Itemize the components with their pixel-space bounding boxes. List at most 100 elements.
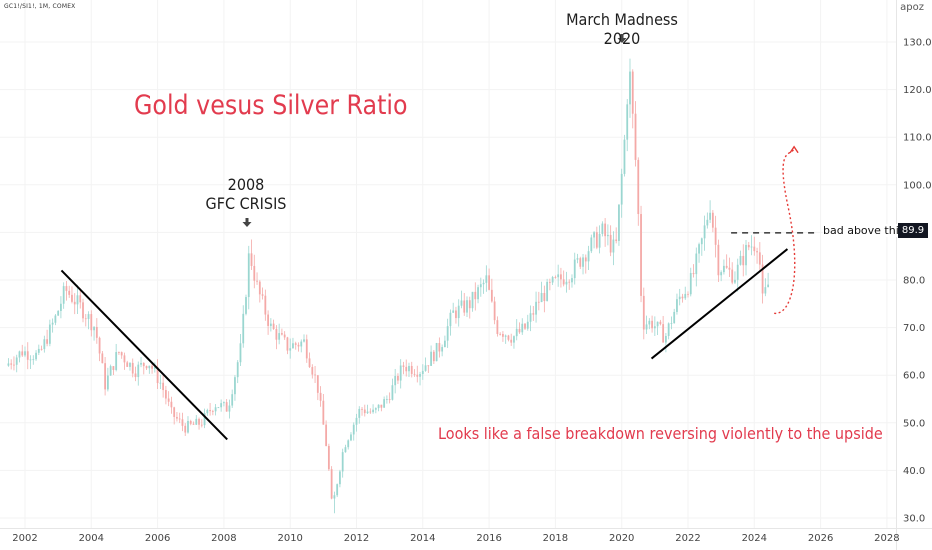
candle-body: [419, 374, 421, 377]
candle-body: [725, 265, 728, 268]
candle-body: [651, 320, 653, 329]
candle-body: [441, 347, 444, 352]
candle-body: [134, 373, 137, 378]
projection-arrow-head: [789, 145, 799, 154]
candle-body: [681, 296, 684, 299]
candle-body: [532, 313, 535, 315]
candle-body: [325, 424, 328, 446]
candle-body: [432, 351, 435, 362]
candle-body: [385, 399, 388, 400]
candle-body: [297, 344, 300, 347]
candle-body: [571, 278, 573, 283]
candle-body: [700, 238, 703, 245]
candle-body: [35, 352, 37, 360]
downtrend-line: [60, 269, 228, 441]
candle-body: [236, 362, 239, 378]
candle-body: [242, 313, 245, 344]
candle-body: [261, 294, 264, 296]
candle-body: [449, 312, 452, 327]
candle-body: [95, 326, 98, 338]
candle-body: [225, 402, 228, 412]
candle-body: [598, 233, 601, 248]
candle-body: [267, 314, 269, 326]
candle-body: [167, 398, 170, 402]
candle-body: [383, 399, 386, 408]
candle-body: [731, 269, 734, 283]
candle-body: [767, 284, 770, 288]
candle-body: [499, 333, 502, 335]
candle-body: [601, 223, 604, 234]
candle-body: [720, 272, 723, 276]
candle-body: [623, 139, 626, 174]
march-annotation: March Madness 2020: [566, 10, 678, 48]
candle-body: [648, 320, 651, 325]
candle-body: [388, 399, 391, 400]
currency-label: apoz: [900, 2, 924, 13]
candle-body: [153, 367, 156, 369]
gfc-annotation: 2008 GFC CRISIS: [203, 175, 289, 213]
drawing-overlays: [60, 34, 819, 441]
candle-body: [68, 290, 71, 295]
candle-body: [427, 365, 430, 367]
candle-body: [753, 246, 756, 252]
candle-body: [673, 311, 676, 324]
candle-body: [84, 318, 87, 320]
candle-body: [148, 365, 151, 369]
candle-body: [402, 365, 405, 367]
candle-body: [670, 323, 673, 324]
candle-body: [665, 336, 667, 343]
uptrend-line: [650, 248, 789, 360]
candle-body: [374, 408, 377, 410]
candle-body: [584, 257, 587, 262]
candle-body: [48, 324, 51, 344]
candle-body: [330, 469, 333, 499]
candle-body: [405, 366, 408, 372]
candle-body: [515, 328, 518, 337]
x-tick-label: 2020: [609, 533, 634, 544]
candle-body: [438, 343, 441, 352]
candle-body: [250, 253, 253, 266]
candle-body: [358, 408, 361, 418]
y-tick-label: 120.0: [903, 85, 932, 96]
candle-body: [653, 326, 656, 329]
candle-body: [129, 362, 131, 367]
candle-body: [256, 280, 258, 282]
gfc-year: 2008: [227, 175, 265, 194]
candle-body: [557, 274, 560, 278]
candle-body: [300, 341, 303, 347]
candle-body: [363, 409, 366, 414]
candle-body: [535, 301, 537, 315]
y-tick-label: 50.0: [903, 418, 925, 429]
candle-body: [217, 407, 220, 409]
y-tick-label: 80.0: [903, 276, 925, 287]
x-tick-label: 2010: [277, 533, 302, 544]
candle-body: [347, 440, 350, 448]
candle-body: [247, 253, 250, 298]
candle-body: [529, 313, 532, 322]
candle-body: [455, 310, 457, 319]
candle-body: [606, 234, 609, 237]
candle-body: [209, 410, 211, 412]
y-tick-label: 100.0: [903, 180, 932, 191]
candle-body: [397, 375, 399, 381]
candle-body: [253, 265, 256, 281]
candle-body: [723, 265, 725, 273]
candle-body: [264, 295, 267, 315]
candle-body: [294, 343, 297, 345]
candle-body: [7, 363, 10, 366]
candle-body: [195, 418, 198, 425]
candle-body: [350, 434, 352, 441]
candle-body: [60, 303, 62, 311]
y-tick-label: 70.0: [903, 323, 925, 334]
x-tick-label: 2006: [145, 533, 170, 544]
candle-body: [460, 300, 463, 306]
candle-body: [79, 295, 82, 303]
candle-body: [308, 358, 311, 368]
candle-body: [739, 255, 742, 265]
candle-body: [286, 337, 289, 351]
candle-body: [488, 275, 490, 290]
candle-body: [421, 370, 424, 375]
candle-body: [13, 364, 15, 366]
candle-body: [408, 365, 410, 372]
